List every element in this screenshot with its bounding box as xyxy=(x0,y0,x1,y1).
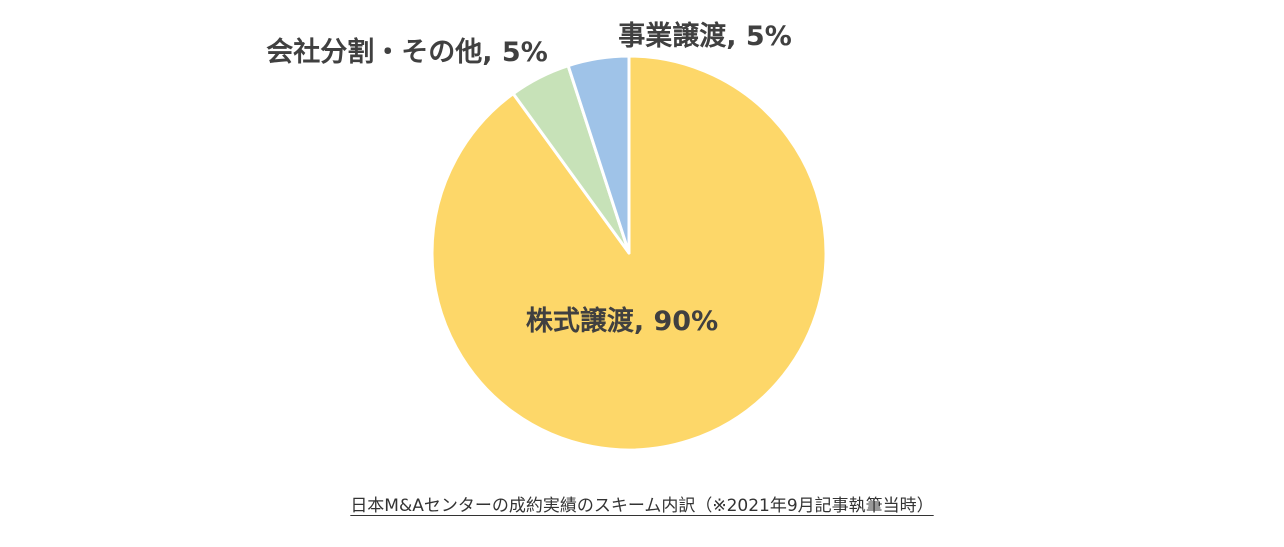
label-company-split-other: 会社分割・その他, 5% xyxy=(266,36,548,68)
label-business-transfer: 事業譲渡, 5% xyxy=(618,20,792,52)
caption-text: 日本M&Aセンターの成約実績のスキーム内訳（※2021年9月記事執筆当時） xyxy=(350,496,934,516)
pie-labels: 株式譲渡, 90% 会社分割・その他, 5% 事業譲渡, 5% xyxy=(266,20,792,337)
pie-slices xyxy=(430,54,828,452)
slice-business-transfer xyxy=(566,54,631,255)
chart-caption: 日本M&Aセンターの成約実績のスキーム内訳（※2021年9月記事執筆当時） xyxy=(0,491,1284,516)
label-stock-transfer: 株式譲渡, 90% xyxy=(526,305,718,337)
